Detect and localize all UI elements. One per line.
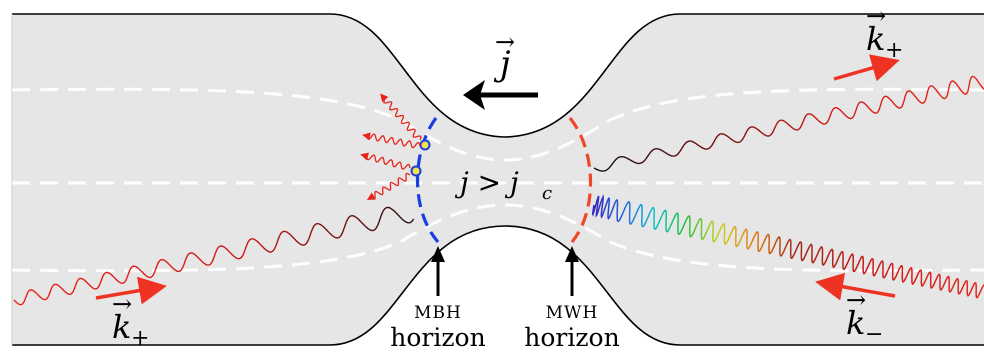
condition-label: j > j <box>454 166 519 199</box>
mbh-label-line2: horizon <box>390 323 485 352</box>
k-plus-right-arrow-icon <box>833 54 900 82</box>
label-k-plus-right: k → + <box>866 2 903 63</box>
svg-text:→: → <box>112 290 132 318</box>
streamlines <box>11 87 984 273</box>
channel-fill <box>12 14 984 345</box>
label-k-plus-left: k → + <box>112 290 149 351</box>
svg-text:→: → <box>846 286 866 314</box>
outgoing-wave-k-plus <box>593 75 984 172</box>
mwh-label-line2: horizon <box>524 323 619 352</box>
k-plus-right-sub: + <box>885 38 903 63</box>
mwh-pointer-arrow-icon <box>565 246 579 296</box>
k-plus-right-base: k <box>866 20 885 58</box>
emitted-wave-1 <box>383 96 422 141</box>
label-current: j → <box>493 28 515 84</box>
mbh-horizon-line <box>415 117 440 244</box>
condition-sub: c <box>542 183 552 204</box>
mwh-label-line1: MWH <box>546 303 599 323</box>
channel-bottom-wall <box>12 225 984 346</box>
emission-point-icon <box>410 139 431 177</box>
emitted-arrow-icon <box>362 132 371 141</box>
k-minus-arrow-icon <box>815 272 896 301</box>
incoming-wave-k-plus <box>13 206 415 306</box>
current-arrow-icon <box>463 80 538 110</box>
k-plus-left-base: k <box>112 308 131 346</box>
label-mwh: MWH horizon <box>524 303 619 352</box>
emitted-arrow-icon <box>366 192 376 201</box>
outgoing-wave-k-minus <box>591 194 984 299</box>
emitted-wave-4 <box>372 172 411 200</box>
emitted-arrow-icon <box>360 152 369 161</box>
streamline-top <box>11 87 984 162</box>
svg-text:→: → <box>495 28 515 56</box>
k-minus-sub: − <box>865 322 883 347</box>
label-mbh: MBH horizon <box>390 303 485 352</box>
label-k-minus: k → − <box>846 286 883 347</box>
mwh-horizon-line <box>568 116 593 244</box>
k-plus-left-arrow-icon <box>95 276 167 305</box>
label-condition: j > j c <box>454 166 552 204</box>
mbh-pointer-arrow-icon <box>431 246 445 296</box>
k-minus-base: k <box>846 304 865 342</box>
emitted-arrow-icon <box>380 93 389 103</box>
emitted-wave-3 <box>365 154 411 170</box>
mbh-label-line1: MBH <box>414 303 462 323</box>
k-plus-left-sub: + <box>131 326 149 351</box>
channel-top-wall <box>12 13 984 138</box>
emitted-wave-2 <box>367 133 421 149</box>
svg-text:→: → <box>866 2 886 30</box>
